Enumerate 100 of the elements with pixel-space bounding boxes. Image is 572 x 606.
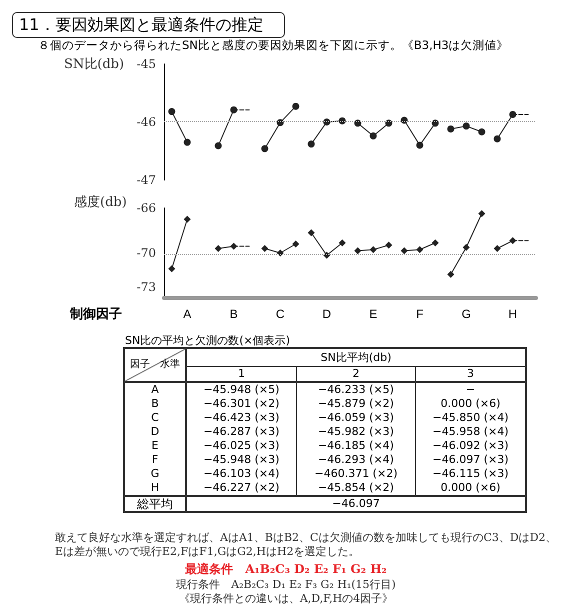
point [370,246,377,254]
text: −46.059 (×3) [318,411,394,424]
point [338,117,346,124]
y-tick-label: -46 [136,115,156,129]
category-label: 2 [296,366,416,382]
text: −46.423 (×3) [203,411,280,424]
category-label: 総平均 [137,497,173,511]
text: −46.097 [332,497,380,510]
point [494,245,501,252]
text: 《現行条件との違いは、A,D,F,Hの4因子》 [178,591,394,606]
text: 現行条件 A₂B₂C₃ D₁ E₂ F₃ G₂ H₁(15行目) [175,577,397,592]
text: −46.025 (×3) [203,439,280,452]
x-tick-label: H [508,307,518,321]
text: −460.371 (×2) [314,467,398,480]
text: −46.185 (×4) [318,439,394,452]
category-label: B [151,397,159,410]
category-label: E [152,439,158,452]
x-tick-label: E [369,307,378,321]
text: SN比平均(db) [186,348,526,366]
y-axis-title: SN比(db) [64,56,124,73]
category-label: 1 [186,366,296,382]
point [354,247,362,254]
point [338,239,346,246]
point [432,239,439,246]
y-tick-label: -45 [136,57,156,71]
text: −46.115 (×3) [432,467,509,480]
text: 因子 水準 [124,348,186,382]
point [184,138,191,146]
text: 0.000 (×6) [440,397,500,410]
y-tick-label: -73 [136,280,156,294]
point [370,132,377,140]
text: 0.000 (×6) [440,481,500,494]
point [494,135,501,142]
point [276,119,284,126]
point [354,120,362,127]
point [214,245,222,252]
category-label: H [150,481,160,494]
point [385,120,392,127]
y-tick-label: -70 [136,246,156,260]
chart-subtitle: ８個のデータから得られたSN比と感度の要因効果図を下図に示す。《B3,H3は欠測値》 [38,38,509,53]
text: −45.948 (×3) [203,453,280,466]
chart-title: 11．要因効果図と最適条件の推定 [12,12,285,38]
category-label: C [151,411,159,424]
text: Eは差が無いので現行E2,FはF1,GはG2,HはH2を選定した。 [55,544,360,559]
y-tick-label: -47 [136,173,156,187]
point [462,122,470,130]
point [478,128,486,136]
point [230,242,238,250]
point [168,108,176,116]
text: 最適条件 A₁B₂C₃ D₂ E₂ F₁ G₂ H₂ [184,561,388,578]
text: −45.982 (×3) [318,425,394,438]
point [509,237,516,244]
text: −45.879 (×2) [318,397,394,410]
category-label: D [150,425,160,438]
x-tick-label: G [462,307,471,321]
point [292,240,300,248]
text: −46.227 (×2) [203,481,280,494]
category-label: F [152,453,158,466]
category-label: A [151,383,159,396]
text: SN比の平均と欠測の数(×個表示) [125,333,290,348]
x-tick-label: A [183,307,192,321]
y-axis-title: 感度(db) [74,194,127,211]
point [478,210,486,218]
point [184,216,191,223]
text: −45.958 (×4) [432,425,509,438]
point [168,265,176,272]
point [416,142,424,149]
point [509,110,516,118]
x-tick-label: C [276,307,285,321]
text: −46.301 (×2) [203,397,280,410]
text: −46.103 (×4) [203,467,280,480]
text: −46.287 (×3) [203,425,280,438]
category-label: G [150,467,160,480]
text: −46.097 (×3) [432,453,509,466]
point [308,229,315,236]
point [416,246,424,254]
text: − [466,383,476,396]
x-tick-label: F [416,307,424,321]
category-label: 3 [416,366,526,382]
point [323,118,330,126]
point [214,142,222,150]
text: −45.948 (×5) [203,383,280,396]
text: 敢えて良好な水準を選定すれば、AはA1、BはB2、Cは欠測値の数を加味しても現行のC3、DはD2、 [55,530,557,545]
x-tick-label: B [230,307,238,321]
point [308,140,315,148]
text: −45.850 (×4) [432,411,509,424]
point [276,250,284,256]
point [292,102,300,110]
x-tick-label: D [322,307,332,321]
point [447,125,454,132]
point [261,245,268,252]
point [462,244,470,251]
text: −46.293 (×4) [318,453,394,466]
point [261,145,268,152]
point [230,106,238,114]
text: −46.233 (×5) [318,383,394,396]
y-tick-label: -66 [136,201,156,215]
point [447,270,454,278]
point [385,242,392,249]
point [432,120,439,127]
